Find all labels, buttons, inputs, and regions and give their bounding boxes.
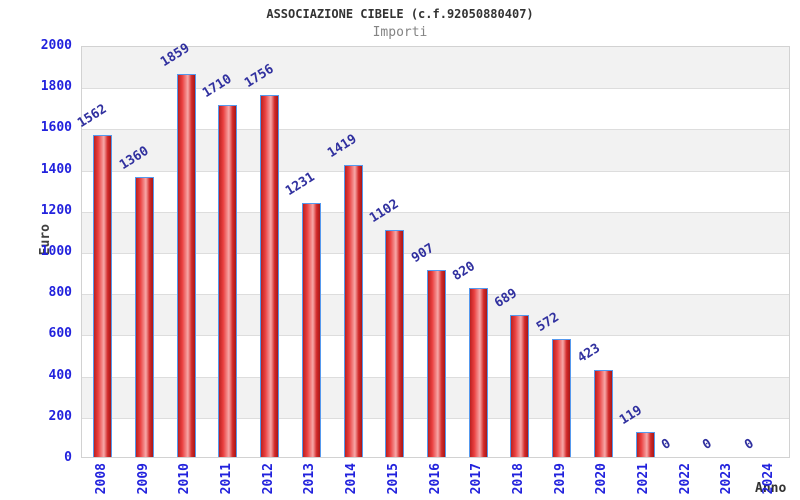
bar xyxy=(469,288,488,457)
y-axis-tick-label: 1600 xyxy=(40,120,72,136)
gridline xyxy=(82,129,789,131)
y-axis-tick-label: 200 xyxy=(48,408,72,424)
y-axis-tick-label: 400 xyxy=(48,367,72,383)
chart-title: ASSOCIAZIONE CIBELE (c.f.92050880407) xyxy=(266,7,534,21)
x-axis-tick-label: 2011 xyxy=(219,463,234,495)
x-axis-tick-label: 2024 xyxy=(761,463,776,495)
x-axis-tick-label: 2015 xyxy=(386,463,401,495)
x-axis-tick-label: 2014 xyxy=(344,463,359,495)
bar xyxy=(510,315,529,457)
gridline xyxy=(82,170,789,172)
bar xyxy=(385,230,404,457)
bar xyxy=(344,165,363,457)
x-axis-title: Anno xyxy=(755,481,787,496)
y-axis-tick-label: 1200 xyxy=(40,202,72,218)
x-axis-tick-label: 2012 xyxy=(261,463,276,495)
y-axis-tick-label: 1800 xyxy=(40,79,72,95)
x-axis-tick-label: 2019 xyxy=(553,463,568,495)
gridline xyxy=(82,211,789,213)
x-axis-tick-label: 2023 xyxy=(719,463,734,495)
x-axis-tick-label: 2022 xyxy=(678,463,693,495)
x-axis-tick-label: 2018 xyxy=(511,463,526,495)
gridline xyxy=(82,88,789,90)
bar xyxy=(260,95,279,457)
plot-band xyxy=(82,211,789,253)
bar xyxy=(552,339,571,457)
plot-area xyxy=(81,46,790,458)
gridline xyxy=(82,253,789,254)
y-axis-tick-label: 0 xyxy=(64,450,72,465)
bar xyxy=(636,432,655,457)
bar xyxy=(177,74,196,457)
chart-subtitle: Importi xyxy=(372,25,428,40)
y-axis-tick-label: 1400 xyxy=(40,161,72,177)
x-axis-tick-label: 2017 xyxy=(469,463,484,495)
x-axis-tick-label: 2020 xyxy=(594,463,609,495)
bar xyxy=(218,105,237,457)
y-axis-tick-label: 800 xyxy=(48,285,72,301)
bar xyxy=(427,270,446,457)
x-axis-tick-label: 2013 xyxy=(302,463,317,495)
plot-band xyxy=(82,47,789,89)
x-axis-tick-label: 2010 xyxy=(177,463,192,495)
plot-band xyxy=(82,129,789,171)
x-axis-tick-label: 2008 xyxy=(94,463,109,495)
y-axis-tick-label: 1000 xyxy=(40,244,72,259)
y-axis-tick-label: 600 xyxy=(48,326,72,342)
bar xyxy=(594,370,613,457)
bar xyxy=(93,135,112,457)
bar xyxy=(135,177,154,457)
x-axis-tick-label: 2021 xyxy=(636,463,651,495)
x-axis-tick-label: 2009 xyxy=(136,463,151,495)
bar xyxy=(302,203,321,457)
x-axis-tick-label: 2016 xyxy=(428,463,443,495)
y-axis-tick-label: 2000 xyxy=(40,38,72,53)
